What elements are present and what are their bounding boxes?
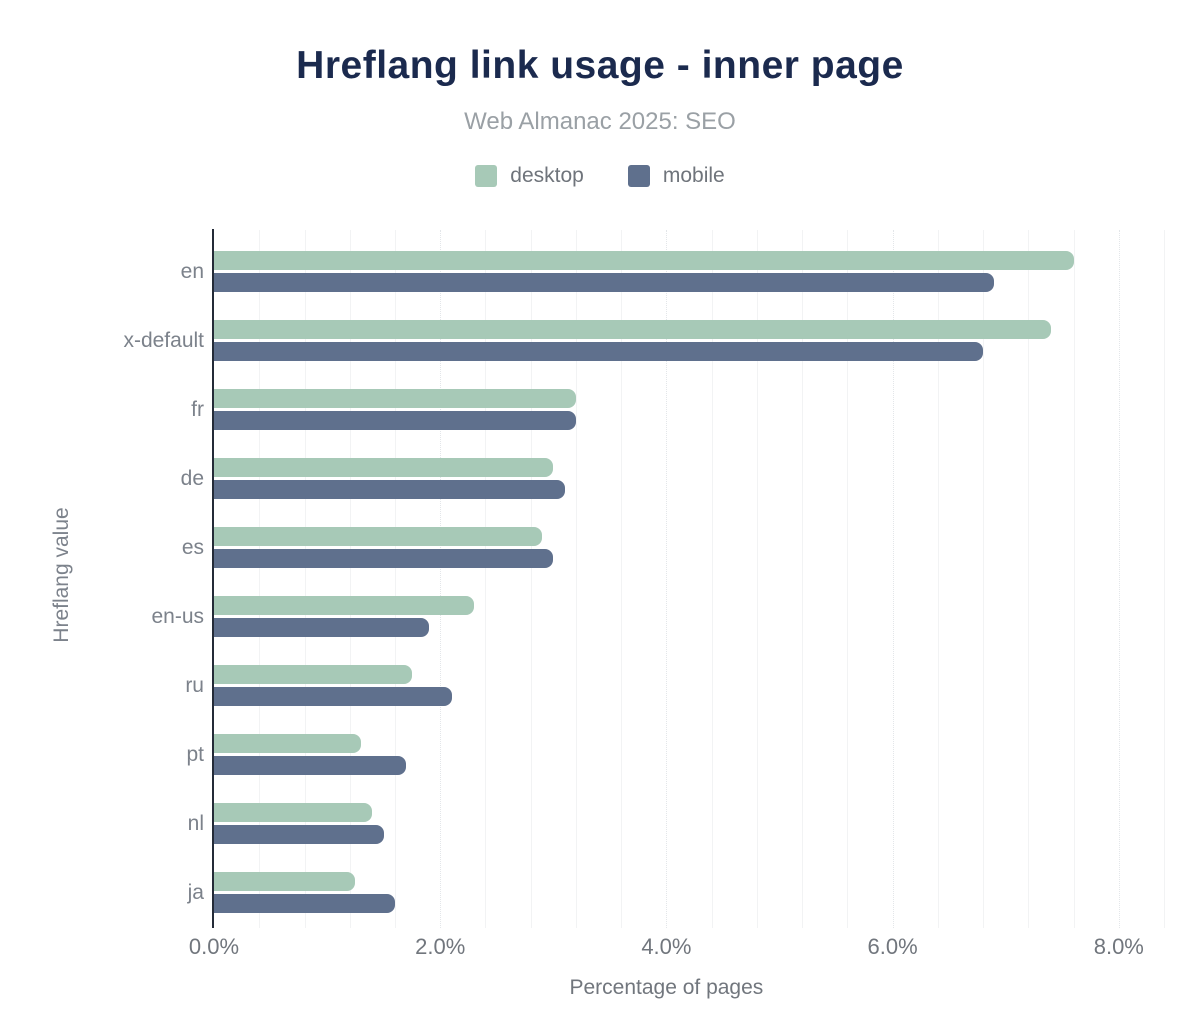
x-tick-label-0.0%: 0.0% [188, 934, 240, 959]
x-tick-label-6.0%: 6.0% [867, 934, 918, 959]
grid-line [802, 230, 804, 928]
category-label-x-default: x-default [123, 328, 204, 352]
bar-mobile-fr[interactable] [214, 411, 576, 430]
bar-desktop-ja[interactable] [214, 872, 356, 891]
bar-mobile-nl[interactable] [214, 825, 384, 844]
legend-label-desktop: desktop [510, 164, 584, 187]
category-label-ja: ja [187, 880, 204, 904]
grid-line [1073, 230, 1075, 928]
bar-mobile-en[interactable] [214, 273, 995, 292]
grid-line [485, 230, 487, 928]
grid-line [440, 230, 442, 928]
chart-title: Hreflang link usage - inner page [296, 44, 904, 87]
grid-line [304, 230, 306, 928]
bar-desktop-pt[interactable] [214, 734, 361, 753]
grid-line [666, 230, 668, 928]
grid-line [349, 230, 351, 928]
grid-line [937, 230, 939, 928]
desktop-swatch-icon [475, 165, 498, 187]
bar-desktop-x-default[interactable] [214, 320, 1051, 339]
bar-desktop-en-us[interactable] [214, 596, 475, 615]
category-label-pt: pt [186, 742, 204, 766]
grid-line [711, 230, 713, 928]
grid-line [1028, 230, 1030, 928]
category-label-fr: fr [191, 397, 204, 421]
bar-desktop-es[interactable] [214, 527, 542, 546]
bar-desktop-de[interactable] [214, 458, 554, 477]
category-label-ru: ru [185, 673, 204, 697]
grid-line [259, 230, 261, 928]
grid-line [1118, 230, 1120, 928]
grid-line [847, 230, 849, 928]
legend-item-mobile[interactable]: mobile [627, 164, 725, 188]
grid-line [892, 230, 894, 928]
grid-line [530, 230, 532, 928]
mobile-swatch-icon [627, 165, 650, 187]
bar-mobile-ru[interactable] [214, 687, 452, 706]
bar-desktop-en[interactable] [214, 251, 1074, 270]
x-axis-title: Percentage of pages [569, 976, 764, 999]
y-axis-line [212, 229, 214, 928]
bar-mobile-es[interactable] [214, 549, 554, 568]
bar-desktop-ru[interactable] [214, 665, 412, 684]
bar-mobile-en-us[interactable] [214, 618, 429, 637]
x-tick-label-8.0%: 8.0% [1093, 934, 1144, 959]
chart-subtitle: Web Almanac 2025: SEO [464, 108, 736, 135]
bar-desktop-nl[interactable] [214, 803, 373, 822]
bar-desktop-fr[interactable] [214, 389, 576, 408]
x-tick-label-4.0%: 4.0% [641, 934, 692, 959]
category-label-es: es [181, 535, 204, 559]
category-label-en-us: en-us [151, 604, 204, 628]
category-label-nl: nl [187, 811, 204, 835]
x-tick-label-2.0%: 2.0% [415, 934, 466, 959]
grid-line [621, 230, 623, 928]
category-label-de: de [180, 466, 204, 490]
bar-mobile-x-default[interactable] [214, 342, 984, 361]
grid-line [983, 230, 985, 928]
grid-line [1164, 230, 1165, 928]
grid-line [395, 230, 396, 928]
chart-legend: desktop mobile [0, 164, 1200, 188]
bar-mobile-de[interactable] [214, 480, 565, 499]
legend-label-mobile: mobile [662, 164, 725, 187]
bar-mobile-ja[interactable] [214, 894, 395, 913]
grid-line [575, 230, 577, 928]
category-label-en: en [180, 259, 204, 283]
legend-item-desktop[interactable]: desktop [475, 164, 584, 188]
bar-mobile-pt[interactable] [214, 756, 407, 775]
grid-line [756, 230, 758, 928]
